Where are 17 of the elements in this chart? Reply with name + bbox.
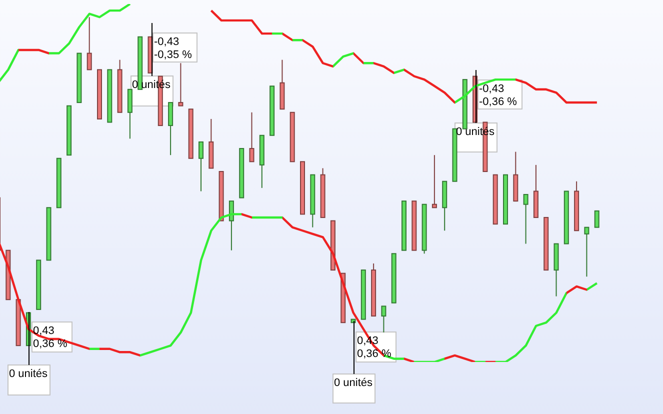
candlestick [228, 200, 234, 251]
annotation: -0,43 -0,36 % [479, 83, 518, 108]
candlestick [381, 306, 386, 333]
candlestick [178, 62, 184, 106]
candlestick [432, 154, 437, 208]
candlestick [86, 16, 92, 70]
candlestick [198, 141, 204, 192]
text: 0 unités [9, 368, 48, 380]
candlestick [523, 194, 528, 244]
text: 0 unités [334, 377, 374, 389]
candlestick [594, 210, 600, 228]
annotation: 0,43 0,36 % [33, 325, 68, 350]
annotation: -0,43 -0,35 % [154, 36, 192, 61]
candlestick [168, 102, 174, 156]
candlestick [249, 112, 254, 162]
candlestick [584, 226, 590, 278]
candlestick [127, 88, 132, 140]
